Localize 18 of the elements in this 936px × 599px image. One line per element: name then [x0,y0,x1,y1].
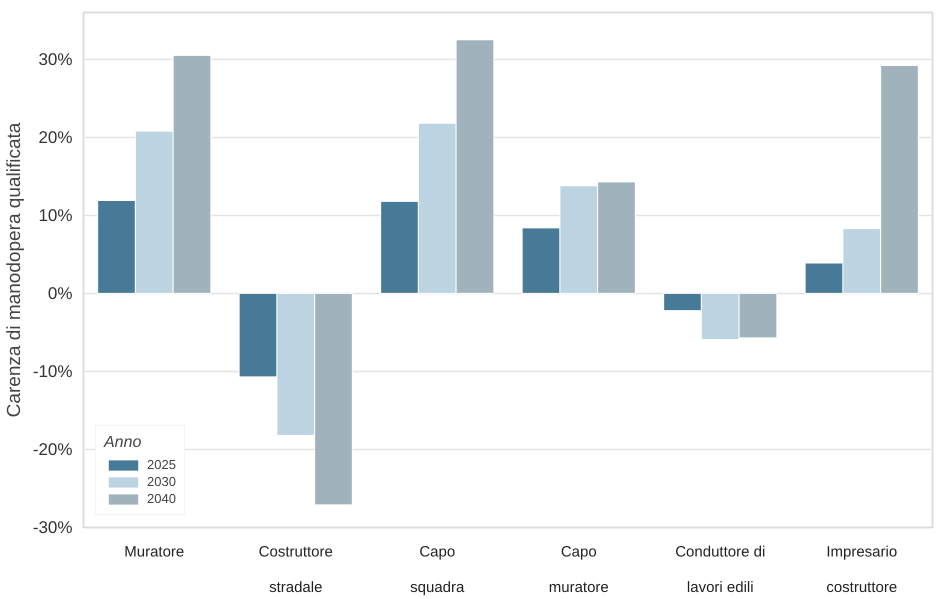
x-tick-label: Muratore [124,544,184,560]
category-label: Conduttore di lavori edili [675,544,766,596]
y-tick-label: -30% [32,518,72,537]
y-tick-label: 30% [38,50,73,69]
legend-label: 2025 [147,457,176,472]
category-label: Impresario costruttore [826,544,898,596]
category-label: Capo squadra [410,544,464,596]
legend-title: Anno [104,434,142,452]
category-label: Costruttore stradale [258,544,333,596]
y-tick-label: -20% [32,440,72,459]
y-axis-title: Carenza di manodopera qualificata [4,122,25,418]
category-label: Capo muratore [548,544,609,596]
y-tick-label: 0% [48,284,73,303]
y-tick-label: -10% [32,362,72,381]
y-tick-label: 10% [38,206,73,225]
legend-label: 2030 [147,474,176,489]
y-tick-label: 20% [38,128,73,147]
legend-label: 2040 [147,491,176,506]
